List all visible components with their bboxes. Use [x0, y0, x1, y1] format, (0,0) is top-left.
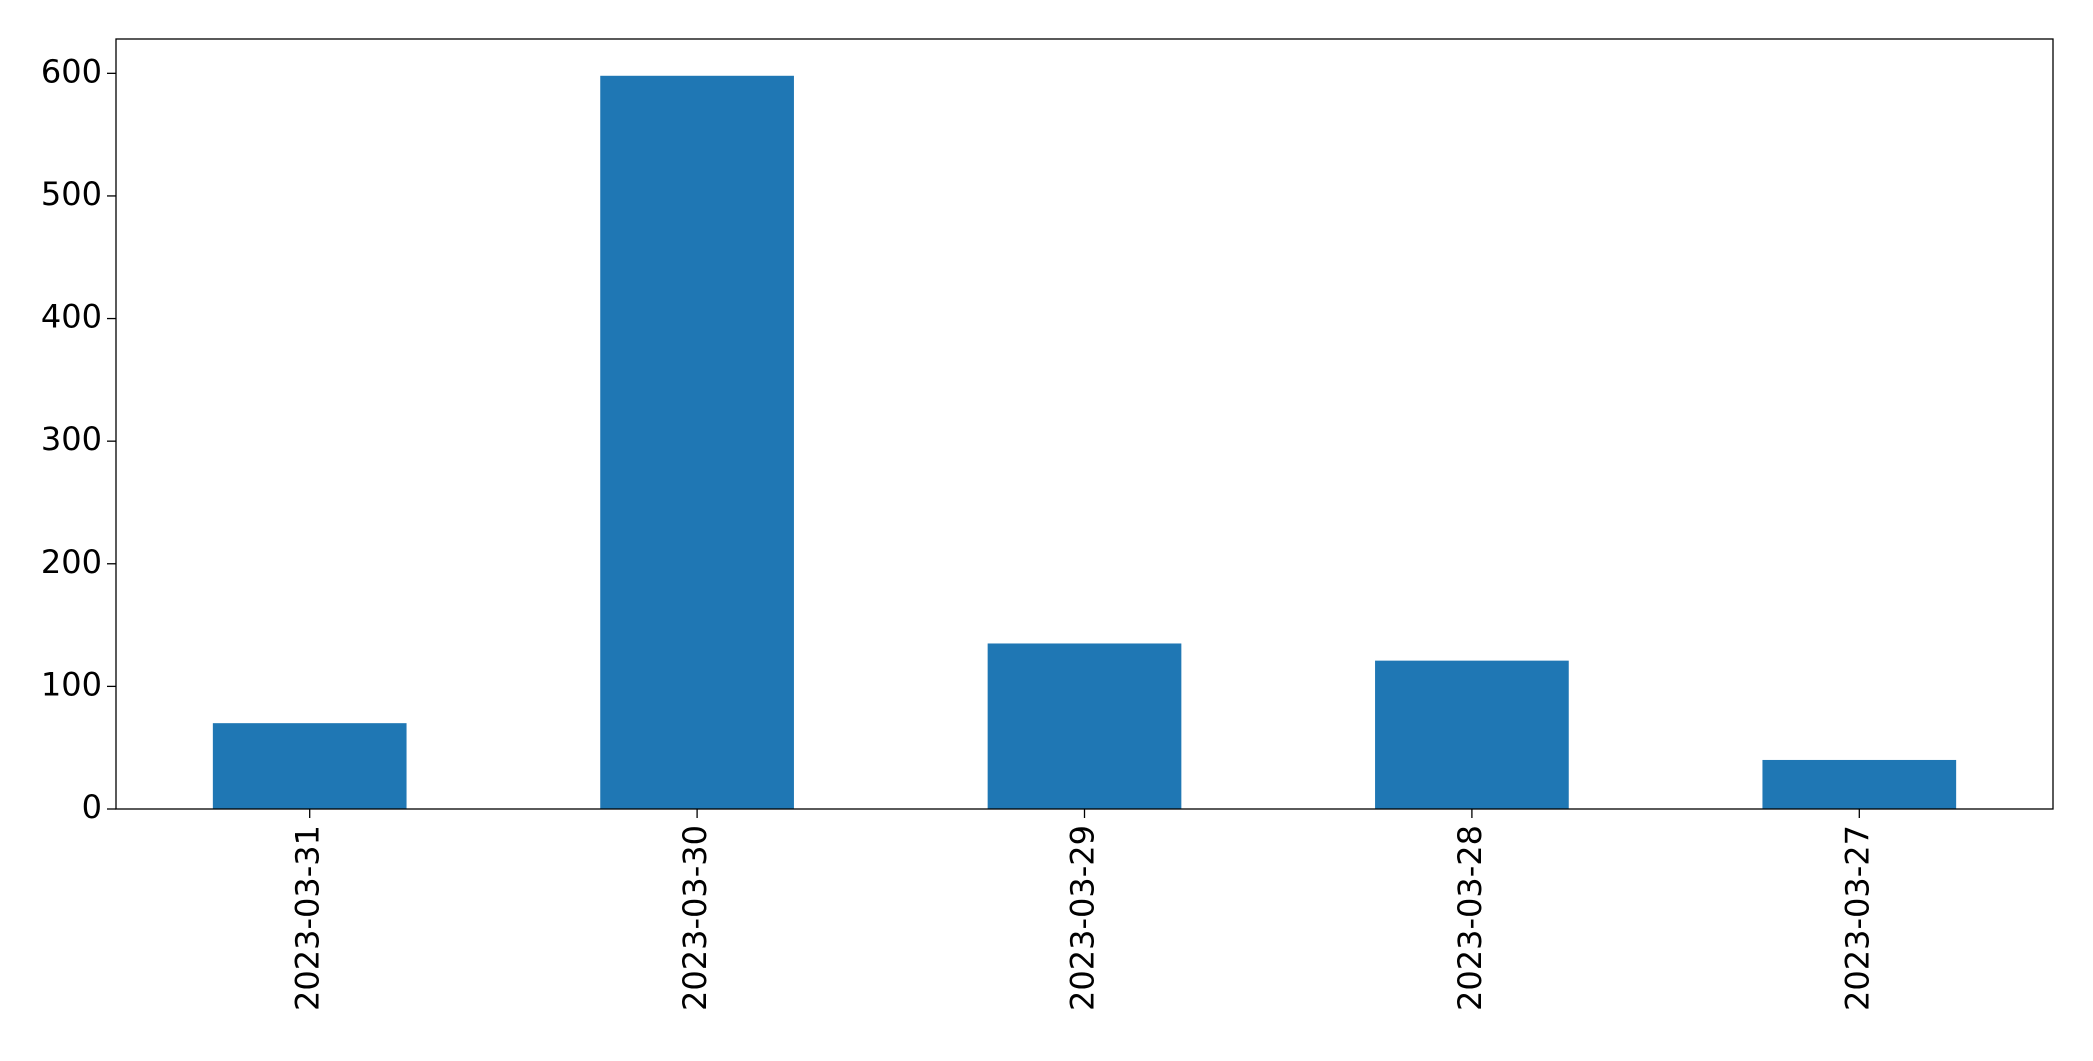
y-tick-label: 200: [41, 543, 102, 581]
bar: [987, 643, 1182, 809]
y-tick-label: 300: [41, 420, 102, 458]
bar: [1762, 759, 1957, 809]
y-tick-label: 600: [41, 52, 102, 90]
bar: [600, 75, 794, 809]
x-tick-label: 2023-03-28: [1451, 825, 1489, 1011]
x-tick-label: 2023-03-31: [289, 825, 327, 1011]
x-tick-label: 2023-03-27: [1838, 825, 1876, 1011]
y-tick-label: 100: [41, 665, 102, 703]
x-tick-label: 2023-03-30: [676, 825, 714, 1011]
bar: [212, 723, 407, 809]
y-tick-label: 400: [41, 298, 102, 336]
y-tick-label: 0: [82, 788, 102, 826]
y-tick-label: 500: [41, 175, 102, 213]
axes-frame: [115, 38, 2054, 810]
bar: [1375, 660, 1569, 809]
x-tick-label: 2023-03-29: [1064, 825, 1102, 1011]
